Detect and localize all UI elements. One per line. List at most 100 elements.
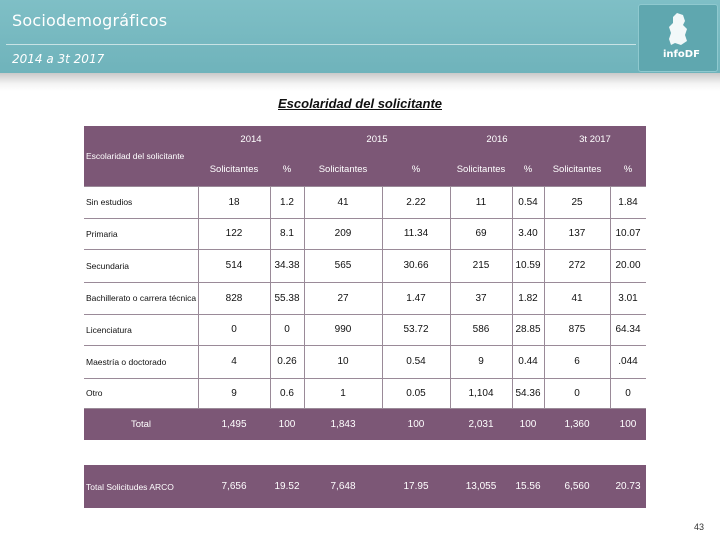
table-cell: 9	[231, 387, 237, 399]
grid-line	[610, 186, 611, 408]
table-cell: 0.54	[406, 356, 426, 367]
table-cell: 37	[475, 292, 487, 304]
table-cell: 1.84	[618, 196, 638, 208]
total-label: Total	[84, 408, 198, 440]
row-label: Maestría o doctorado	[86, 356, 167, 367]
page-title: Sociodemográficos	[12, 11, 168, 30]
grid-line	[84, 378, 646, 379]
table-cell: 11	[475, 196, 487, 208]
grid-line	[382, 186, 383, 408]
table-cell: 25	[571, 196, 583, 208]
sub-header: Solicitantes	[198, 153, 270, 186]
table-cell: 1	[340, 387, 346, 399]
arco-label: Total Solicitudes ARCO	[84, 465, 198, 508]
sub-header: %	[512, 153, 544, 186]
grid-line	[304, 186, 305, 408]
table-cell: 272	[568, 260, 586, 271]
table-cell: 20.00	[615, 260, 641, 271]
table-cell: 3.40	[518, 228, 538, 239]
row-label: Licenciatura	[86, 324, 132, 335]
table-cell: 137	[568, 228, 586, 239]
table-cell: 0	[574, 387, 580, 399]
year-header: 2015	[304, 126, 450, 153]
row-label: Sin estudios	[86, 197, 133, 207]
total-cell: 1,843	[304, 408, 382, 440]
table-cell: 514	[225, 260, 243, 271]
table-cell: 10.07	[615, 228, 641, 239]
table-cell: 55.38	[274, 292, 300, 304]
sub-header: Solicitantes	[544, 153, 610, 186]
sub-header: %	[382, 153, 450, 186]
table-cell: 69	[475, 228, 487, 239]
table-cell: 28.85	[515, 324, 541, 335]
table-cell: 0	[625, 387, 631, 399]
table-cell: 4	[231, 356, 237, 367]
total-cell: 2,031	[450, 408, 512, 440]
arco-cell: 19.52	[270, 465, 304, 508]
grid-line	[84, 218, 646, 219]
row-label: Secundaria	[86, 260, 130, 271]
sub-header: %	[270, 153, 304, 186]
row-label: Primaria	[86, 228, 118, 239]
header-shadow	[0, 73, 720, 91]
table-cell: 1.2	[280, 196, 294, 208]
table-cell: 215	[472, 260, 490, 271]
row-label: Otro	[86, 388, 103, 398]
arco-cell: 15.56	[512, 465, 544, 508]
year-header: 2014	[198, 126, 304, 153]
table-cell: 0.44	[518, 356, 538, 367]
table-cell: 6	[574, 356, 580, 367]
header-divider	[6, 44, 636, 45]
table-cell: 2.22	[406, 196, 426, 208]
year-header: 3t 2017	[544, 126, 646, 153]
grid-line	[450, 186, 451, 408]
grid-line	[198, 186, 199, 408]
arco-cell: 20.73	[610, 465, 646, 508]
table-cell: 10	[337, 356, 349, 367]
table-cell: 0	[284, 324, 290, 335]
page-subtitle: 2014 a 3t 2017	[12, 52, 105, 66]
total-cell: 100	[610, 408, 646, 440]
row-label: Bachillerato o carrera técnica	[86, 293, 197, 303]
table-cell: 30.66	[403, 260, 429, 271]
total-cell: 1,360	[544, 408, 610, 440]
table-cell: 9	[478, 356, 484, 367]
arco-cell: 6,560	[544, 465, 610, 508]
table-cell: 1.82	[518, 292, 538, 304]
total-cell: 1,495	[198, 408, 270, 440]
table-cell: 18	[228, 196, 240, 208]
city-map-icon	[669, 13, 687, 45]
sub-header: %	[610, 153, 646, 186]
grid-line	[84, 186, 646, 187]
table-cell: 209	[334, 228, 352, 239]
table-cell: 41	[571, 292, 583, 304]
table-cell: 875	[568, 324, 586, 335]
table-cell: 64.34	[615, 324, 641, 335]
table-cell: 1.47	[406, 292, 426, 304]
section-title: Escolaridad del solicitante	[278, 96, 442, 111]
table-cell: 53.72	[403, 324, 429, 335]
sub-header: Solicitantes	[304, 153, 382, 186]
table-cell: 586	[472, 324, 490, 335]
table-cell: 10.59	[515, 260, 541, 271]
table-cell: 122	[225, 228, 243, 239]
logo-text: infoDF	[663, 49, 700, 60]
corner-header: Escolaridad del solicitante	[84, 126, 198, 186]
table-cell: 565	[334, 260, 352, 271]
total-cell: 100	[270, 408, 304, 440]
grid-line	[544, 186, 545, 408]
table-cell: 0.26	[277, 356, 297, 367]
arco-cell: 7,648	[304, 465, 382, 508]
table-cell: 3.01	[618, 292, 638, 304]
table-cell: 0	[231, 324, 237, 335]
grid-line	[84, 408, 646, 409]
grid-line	[512, 186, 513, 408]
table-cell: 34.38	[274, 260, 300, 271]
sub-header: Solicitantes	[450, 153, 512, 186]
arco-cell: 7,656	[198, 465, 270, 508]
arco-cell: 13,055	[450, 465, 512, 508]
table-cell: 41	[337, 196, 349, 208]
year-header: 2016	[450, 126, 544, 153]
arco-cell: 17.95	[382, 465, 450, 508]
page-number: 43	[694, 522, 705, 532]
